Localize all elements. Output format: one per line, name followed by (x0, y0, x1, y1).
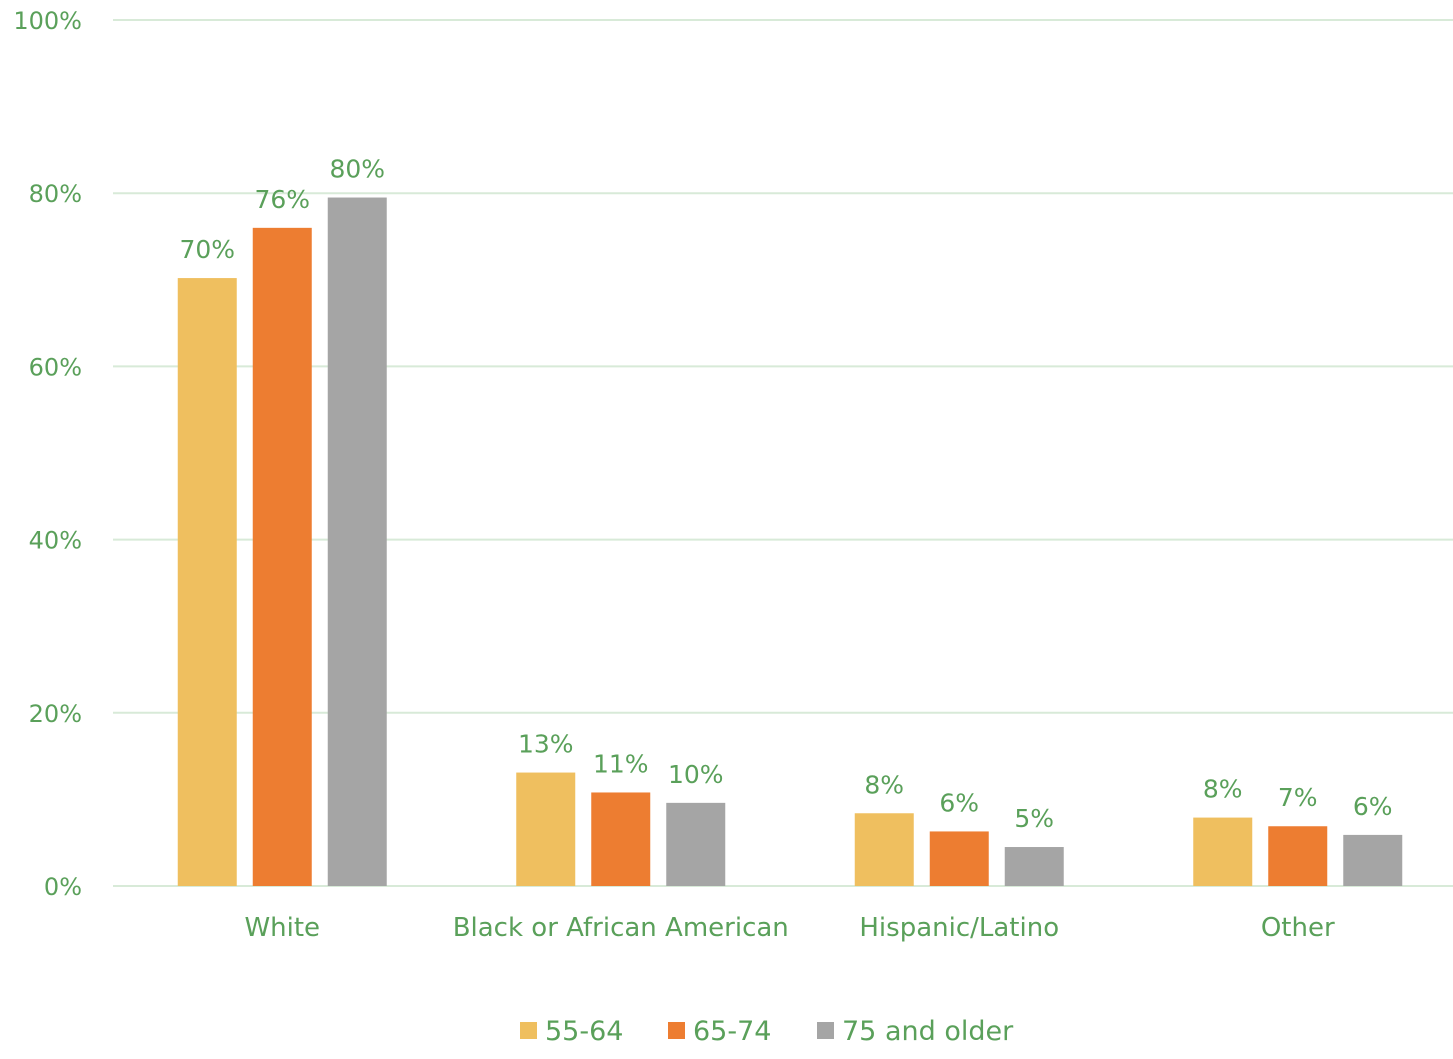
data-label: 6% (1353, 792, 1393, 821)
data-label: 76% (254, 185, 310, 214)
x-category-label: Black or African American (453, 913, 789, 943)
data-label: 8% (1203, 775, 1243, 804)
bar-other-2 (1343, 834, 1403, 886)
bar-white-0 (177, 278, 237, 886)
legend-label: 55-64 (545, 1016, 623, 1047)
bar-hispanic-latino-2 (1004, 847, 1064, 886)
y-tick-label: 20% (29, 700, 82, 728)
data-labels: 70% 76% 80% 13% 11% 10% 8% 6% 5% 8% 7% 6% (179, 155, 1392, 834)
bar-white-2 (327, 197, 387, 886)
x-category-label: Hispanic/Latino (859, 913, 1059, 943)
bar-white-1 (252, 227, 312, 887)
bar-black-or-african-american-2 (666, 802, 726, 886)
data-label: 6% (939, 788, 979, 817)
x-category-label: Other (1261, 913, 1335, 943)
data-label: 5% (1014, 804, 1054, 833)
bar-other-1 (1268, 826, 1328, 886)
bar-other-0 (1193, 817, 1253, 886)
y-axis-ticks: 0% 20% 40% 60% 80% 100% (13, 7, 82, 901)
legend-swatch (668, 1022, 685, 1039)
data-label: 80% (329, 155, 385, 184)
bars (177, 197, 1403, 887)
bar-black-or-african-american-1 (591, 792, 651, 886)
bar-hispanic-latino-0 (854, 813, 914, 886)
legend-label: 65-74 (693, 1016, 771, 1047)
bar-hispanic-latino-1 (929, 831, 989, 886)
y-tick-label: 40% (29, 527, 82, 555)
y-tick-label: 100% (13, 7, 82, 35)
y-tick-label: 0% (44, 873, 82, 901)
data-label: 8% (864, 770, 904, 799)
data-label: 70% (179, 235, 235, 264)
legend-swatch (817, 1022, 834, 1039)
x-axis-categories: White Black or African American Hispanic/L… (244, 913, 1335, 943)
gridlines (113, 19, 1453, 887)
data-label: 10% (668, 760, 724, 789)
data-label: 7% (1278, 783, 1318, 812)
legend: 55-64 65-74 75 and older (520, 1016, 1014, 1047)
y-tick-label: 60% (29, 353, 82, 381)
y-tick-label: 80% (29, 180, 82, 208)
data-label: 13% (518, 730, 574, 759)
x-category-label: White (244, 913, 320, 943)
legend-swatch (520, 1022, 537, 1039)
legend-label: 75 and older (842, 1016, 1014, 1047)
data-label: 11% (593, 749, 649, 778)
bar-black-or-african-american-0 (516, 772, 576, 886)
